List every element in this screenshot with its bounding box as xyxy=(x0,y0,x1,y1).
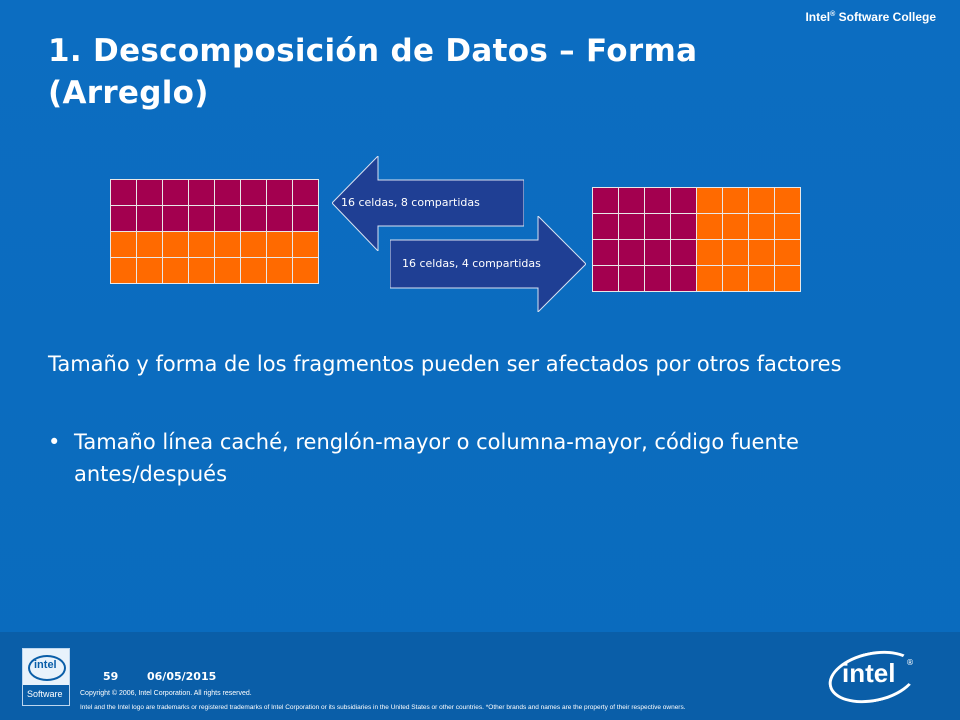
right-grid-cell xyxy=(723,240,748,265)
left-grid-cell xyxy=(267,180,292,205)
left-grid-cell xyxy=(267,232,292,257)
software-logo-intel-text: intel xyxy=(34,659,57,671)
left-grid-cell xyxy=(241,206,266,231)
left-grid-cell xyxy=(137,232,162,257)
left-grid-cell xyxy=(189,206,214,231)
left-grid-cell xyxy=(111,258,136,283)
intel-logo-registered-mark: ® xyxy=(906,658,914,667)
left-grid-cell xyxy=(163,180,188,205)
left-grid-cell xyxy=(163,258,188,283)
left-grid-cell xyxy=(215,232,240,257)
left-arrow-polygon xyxy=(332,156,524,251)
right-grid-cell xyxy=(723,214,748,239)
brand-registered-mark: ® xyxy=(830,11,836,18)
right-arrow-polygon xyxy=(390,216,586,312)
right-grid-cell xyxy=(619,266,644,291)
right-grid-cell xyxy=(645,214,670,239)
right-grid-cell xyxy=(619,214,644,239)
left-grid-cell xyxy=(267,206,292,231)
right-grid-cell xyxy=(671,240,696,265)
software-logo-label: Software xyxy=(27,689,63,699)
bullet-text: Tamaño línea caché, renglón-mayor o colu… xyxy=(74,430,799,486)
right-grid-cell xyxy=(775,188,800,213)
footer-bar xyxy=(0,632,960,720)
brand-suffix: Software College xyxy=(835,10,936,24)
left-grid-cell xyxy=(137,206,162,231)
right-grid-cell xyxy=(593,188,618,213)
right-arrow-shape xyxy=(390,216,586,312)
left-arrow-shape xyxy=(332,156,524,251)
left-grid-cell xyxy=(241,232,266,257)
legal-text: Intel and the Intel logo are trademarks … xyxy=(80,704,686,711)
left-grid-cell xyxy=(241,258,266,283)
left-grid-cell xyxy=(137,258,162,283)
right-grid-cell xyxy=(671,266,696,291)
slide-date: 06/05/2015 xyxy=(147,670,217,683)
right-grid-cell xyxy=(619,240,644,265)
left-array-grid xyxy=(110,179,319,284)
right-arrow-label: 16 celdas, 4 compartidas xyxy=(402,257,541,270)
bullet-item: • Tamaño línea caché, renglón-mayor o co… xyxy=(48,426,908,490)
software-logo-oval xyxy=(28,655,66,681)
brand-name: Intel xyxy=(805,10,831,24)
right-grid-cell xyxy=(697,266,722,291)
right-grid-cell xyxy=(749,214,774,239)
page-number: 59 xyxy=(103,670,119,683)
left-grid-cell xyxy=(215,180,240,205)
left-grid-cell xyxy=(111,180,136,205)
bullet-dot: • xyxy=(48,430,61,454)
left-grid-cell xyxy=(189,258,214,283)
left-grid-cell xyxy=(293,206,318,231)
right-grid-cell xyxy=(645,188,670,213)
slide-title: 1. Descomposición de Datos – Forma (Arre… xyxy=(48,33,698,111)
intel-logo-text: intel xyxy=(842,658,896,688)
right-grid-cell xyxy=(749,240,774,265)
copyright-text: Copyright © 2006, Intel Corporation. All… xyxy=(80,690,252,697)
left-grid-cell xyxy=(111,232,136,257)
brand-header: Intel® Software College xyxy=(805,10,936,24)
right-grid-cell xyxy=(697,240,722,265)
right-array-grid xyxy=(592,187,801,292)
right-grid-cell xyxy=(645,266,670,291)
left-grid-cell xyxy=(267,258,292,283)
intel-software-logo: intel Software xyxy=(22,648,70,706)
left-grid-cell xyxy=(189,180,214,205)
left-grid-cell xyxy=(215,206,240,231)
right-grid-cell xyxy=(723,266,748,291)
right-grid-cell xyxy=(593,266,618,291)
right-grid-cell xyxy=(671,214,696,239)
right-grid-cell xyxy=(593,240,618,265)
left-grid-cell xyxy=(241,180,266,205)
right-grid-cell xyxy=(723,188,748,213)
right-grid-cell xyxy=(749,188,774,213)
right-grid-cell xyxy=(775,266,800,291)
right-grid-cell xyxy=(619,188,644,213)
left-grid-cell xyxy=(137,180,162,205)
left-grid-cell xyxy=(163,206,188,231)
left-arrow-label: 16 celdas, 8 compartidas xyxy=(341,196,480,209)
right-grid-cell xyxy=(775,214,800,239)
right-grid-cell xyxy=(697,214,722,239)
left-grid-cell xyxy=(189,232,214,257)
right-grid-cell xyxy=(593,214,618,239)
intel-logo: intel ® xyxy=(823,643,923,711)
right-grid-cell xyxy=(645,240,670,265)
left-grid-cell xyxy=(163,232,188,257)
software-logo-bar xyxy=(23,685,69,705)
right-grid-cell xyxy=(775,240,800,265)
right-grid-cell xyxy=(671,188,696,213)
left-grid-cell xyxy=(215,258,240,283)
body-paragraph: Tamaño y forma de los fragmentos pueden … xyxy=(48,352,842,376)
left-grid-cell xyxy=(293,232,318,257)
right-grid-cell xyxy=(697,188,722,213)
right-grid-cell xyxy=(749,266,774,291)
left-grid-cell xyxy=(111,206,136,231)
left-grid-cell xyxy=(293,180,318,205)
left-grid-cell xyxy=(293,258,318,283)
